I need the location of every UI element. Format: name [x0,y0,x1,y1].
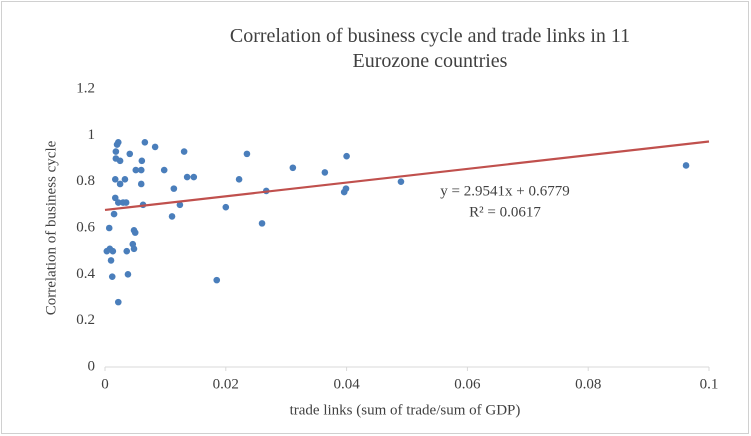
data-point [137,166,145,174]
data-point [132,166,140,174]
x-tick-label: 0.02 [213,376,239,392]
data-point [130,245,138,253]
y-tick-label: 0.8 [76,173,95,189]
y-tick-label: 0.4 [76,266,95,282]
data-point [183,173,191,181]
data-point [170,185,178,192]
data-point [176,201,184,209]
data-point [126,150,134,158]
data-point [222,203,230,211]
data-point [682,162,690,169]
data-point [114,199,122,206]
x-axis-label: trade links (sum of trade/sum of GDP) [290,402,521,418]
data-point [160,166,168,174]
data-point [138,157,146,165]
data-point [243,150,251,158]
y-axis-label: Correlation of business cycle [43,140,59,315]
data-point [289,164,297,172]
data-point [124,271,132,278]
data-point [108,273,116,280]
data-point [116,157,124,165]
y-tick-label: 0 [88,358,96,374]
data-point [107,257,115,264]
x-tick-label: 0.08 [575,376,601,392]
data-point [180,148,188,155]
data-point [109,247,117,255]
data-point [235,176,243,183]
data-point [116,180,124,188]
y-tick-label: 1 [88,127,96,143]
data-point [105,224,113,232]
data-point [397,178,405,185]
data-point [110,210,118,218]
trend-equation: y = 2.9541x + 0.6779 [440,183,569,199]
y-tick-label: 0.6 [76,219,95,235]
data-point [141,138,149,146]
data-point [168,213,176,220]
data-point [111,176,119,183]
y-tick-label: 0.2 [76,312,95,328]
x-tick-label: 0 [101,376,109,392]
data-point [190,173,198,181]
data-point [343,152,350,160]
data-point [121,176,129,183]
data-point [342,185,350,192]
data-point [122,199,130,206]
trendline [104,140,710,212]
x-tick-label: 0.04 [333,376,360,392]
data-point [137,180,145,188]
chart-title: Correlation of business cycle and trade … [229,25,631,72]
data-point [123,247,131,255]
data-point [131,229,139,236]
data-point [151,143,159,151]
data-point [114,138,122,146]
data-point [213,276,221,284]
x-tick-label: 0.1 [700,376,719,392]
data-point [114,298,122,306]
r-squared: R² = 0.0617 [469,204,541,220]
data-point [112,148,120,155]
data-point [258,220,266,227]
x-tick-label: 0.06 [454,376,481,392]
y-tick-label: 1.2 [76,80,95,96]
data-point [321,169,329,176]
